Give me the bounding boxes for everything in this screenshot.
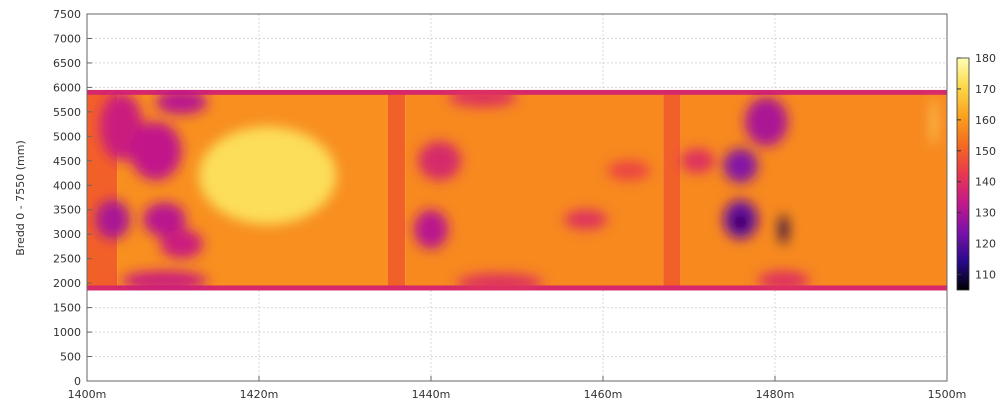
y-tick-label: 500: [60, 351, 81, 364]
heatmap-cell: [456, 273, 543, 291]
heatmap-cell: [121, 270, 208, 291]
heatmap-cell: [744, 97, 788, 147]
y-axis-label: Bredd 0 - 7550 (mm): [14, 140, 27, 256]
x-tick-label: 1400m: [68, 388, 107, 401]
y-tick-label: 0: [74, 375, 81, 388]
heatmap-cell: [130, 121, 182, 181]
y-tick-label: 7000: [53, 32, 81, 45]
colorbar-ticks: 110 120 130 140 150 160 170 180: [957, 52, 996, 282]
plot-frame: [86, 13, 948, 382]
heatmap-cell: [198, 126, 337, 225]
y-tick-label: 5500: [53, 106, 81, 119]
y-tick-label: 2000: [53, 277, 81, 290]
y-tick-label: 3000: [53, 228, 81, 241]
y-tick-label: 4000: [53, 179, 81, 192]
colorbar-tick-label: 180: [975, 52, 996, 65]
x-tick-label: 1480m: [756, 388, 795, 401]
heatmap-cell: [413, 209, 449, 249]
y-tick-label: 7500: [53, 8, 81, 21]
x-tick-label: 1500m: [928, 388, 967, 401]
x-tick-label: 1440m: [412, 388, 451, 401]
heatmap-cell: [418, 141, 462, 181]
heatmap-data: [87, 89, 947, 291]
heatmap-cell: [564, 209, 608, 230]
x-tick-label: 1420m: [240, 388, 279, 401]
heatmap-features: [95, 89, 937, 291]
colorbar-tick-label: 130: [975, 207, 996, 220]
colorbar-tick-label: 150: [975, 145, 996, 158]
heatmap-section: [680, 89, 947, 291]
y-tick-label: 5000: [53, 130, 81, 143]
heatmap-cell: [160, 229, 204, 259]
heatmap-cell: [779, 214, 788, 244]
x-tick-label: 1460m: [584, 388, 623, 401]
heatmap-section: [405, 89, 664, 291]
y-tick-label: 6500: [53, 57, 81, 70]
colorbar-tick-label: 140: [975, 176, 996, 189]
heatmap-cell: [95, 199, 130, 240]
heatmap-cell: [607, 160, 651, 181]
x-axis-ticks: 1400m 1420m 1440m 1460m 1480m 1500m: [68, 376, 967, 401]
heatmap-top-edge: [87, 89, 947, 95]
heatmap-section: [388, 89, 406, 291]
colorbar-tick-label: 170: [975, 83, 996, 96]
colorbar-tick-label: 160: [975, 114, 996, 127]
colorbar-tick-label: 110: [975, 269, 996, 282]
colorbar: [956, 57, 970, 291]
heatmap-cell: [680, 148, 715, 174]
y-axis-ticks: 0 500 1000 1500 2000 2500 3000 3500 4000 4500 5000…: [53, 8, 92, 388]
colorbar-tick-label: 120: [975, 238, 996, 251]
heatmap-cell: [448, 89, 517, 107]
y-tick-label: 3500: [53, 204, 81, 217]
heatmap-cell: [723, 148, 758, 183]
heatmap-cell: [757, 270, 810, 291]
y-tick-label: 4500: [53, 155, 81, 168]
heatmap-cell: [931, 97, 937, 147]
y-tick-label: 6000: [53, 81, 81, 94]
heatmap-cell: [155, 89, 208, 115]
heatmap-cell: [142, 202, 186, 237]
y-tick-label: 2500: [53, 253, 81, 266]
y-tick-label: 1000: [53, 326, 81, 339]
heatmap-cell: [733, 214, 748, 230]
heatmap-section: [663, 89, 681, 291]
y-tick-label: 1500: [53, 302, 81, 315]
